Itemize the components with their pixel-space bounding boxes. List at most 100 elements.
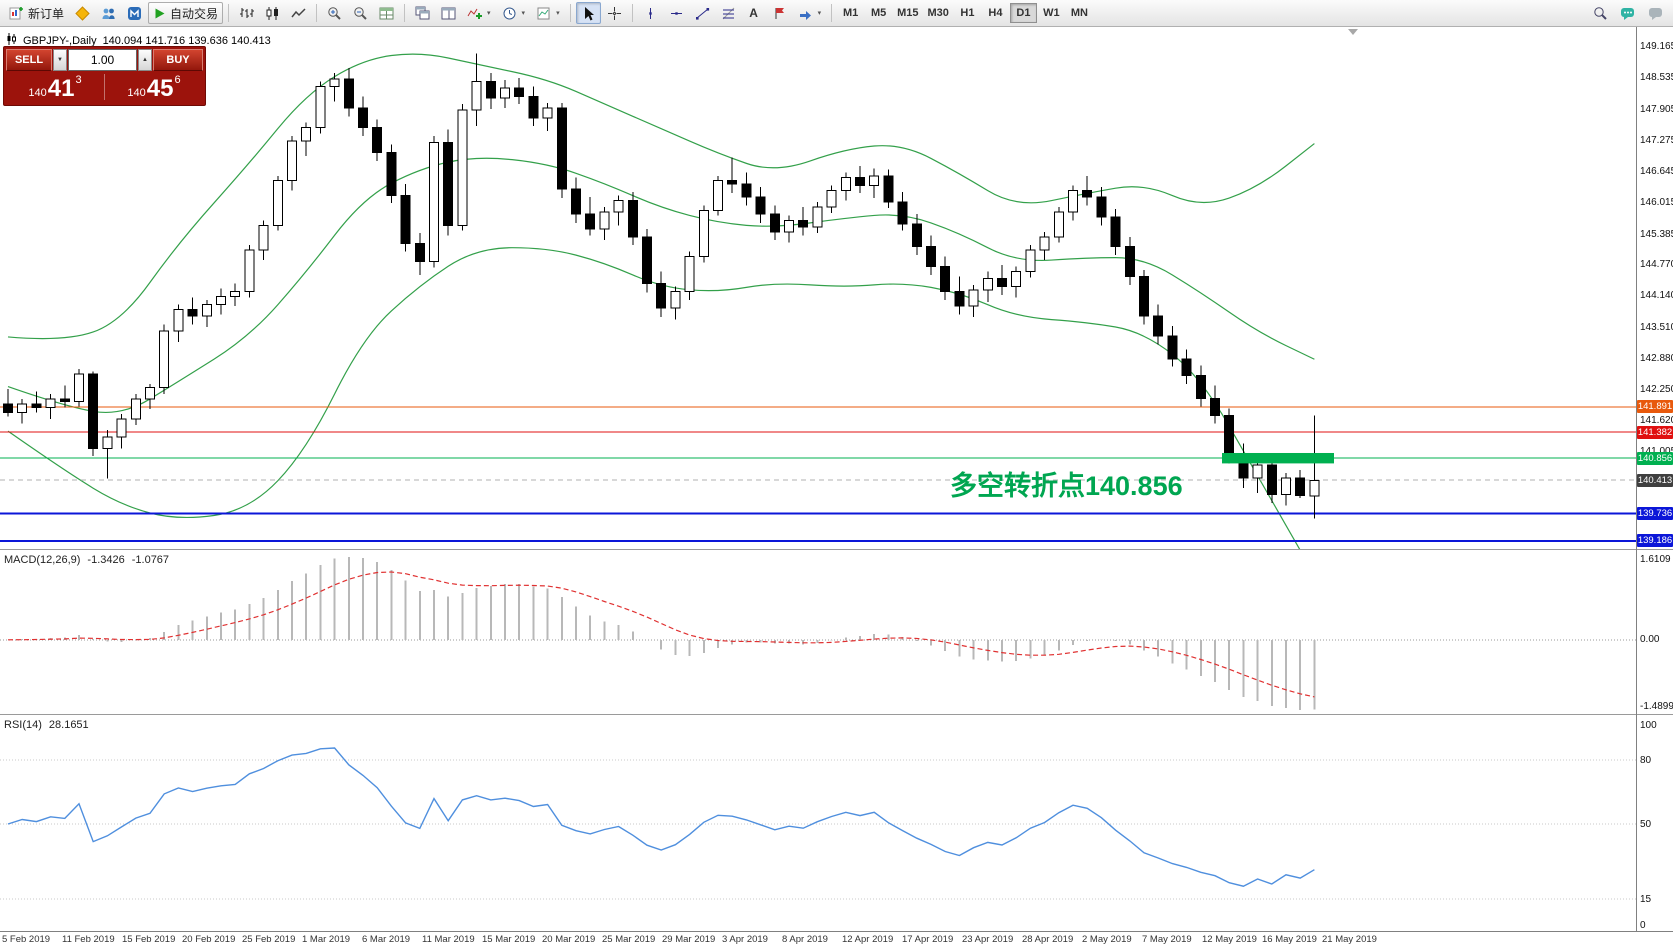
rsi-pane[interactable]	[0, 717, 1636, 931]
text-label-button[interactable]	[767, 2, 792, 24]
vertical-line-icon	[643, 6, 658, 21]
fibonacci-button[interactable]	[716, 2, 741, 24]
cascade-windows-button[interactable]	[410, 2, 435, 24]
volume-up-button[interactable]: ▲	[138, 49, 152, 71]
price-axis-label: 141.620	[1640, 415, 1673, 427]
buy-price-sup: 6	[174, 74, 181, 86]
buy-price-big: 45	[146, 75, 174, 102]
time-axis-label: 16 May 2019	[1262, 934, 1317, 945]
time-axis-label: 12 Apr 2019	[842, 934, 894, 945]
price-axis-label: 148.535	[1640, 72, 1673, 84]
macd-histogram	[21, 556, 1316, 710]
price-axis-label: 145.385	[1640, 228, 1673, 240]
cursor-button[interactable]	[575, 2, 601, 24]
chat-button[interactable]	[1615, 2, 1641, 24]
autotrading-button[interactable]: 自动交易	[148, 2, 224, 24]
arrow-shape-icon	[798, 6, 813, 21]
text-button[interactable]: A	[742, 2, 766, 24]
search-button[interactable]	[1588, 2, 1613, 24]
price-tag-140.856: 140.856	[1637, 451, 1673, 465]
indicators-button[interactable]: ▾	[462, 2, 496, 24]
shapes-button[interactable]: ▾	[793, 2, 827, 24]
zoom-in-icon	[327, 6, 342, 21]
timeframe-h4-button[interactable]: H4	[982, 3, 1009, 23]
timeframe-h1-button[interactable]: H1	[954, 3, 981, 23]
pane-splitter[interactable]	[0, 714, 1673, 717]
price-tag-139.186: 139.186	[1637, 534, 1673, 548]
secondary-chat-button[interactable]	[1643, 2, 1669, 24]
new-order-button[interactable]: 新订单	[4, 2, 69, 24]
volume-down-button[interactable]: ▼	[53, 49, 67, 71]
volume-input[interactable]	[68, 49, 137, 71]
chart-symbol-header: GBPJPY-,Daily 140.094 141.716 139.636 14…	[6, 33, 271, 48]
timeframe-w1-button[interactable]: W1	[1038, 3, 1065, 23]
toolbar-right-group	[1588, 2, 1669, 24]
market-button[interactable]	[70, 2, 95, 24]
time-axis-label: 6 Mar 2019	[362, 934, 411, 945]
timeframe-d1-button[interactable]: D1	[1009, 3, 1037, 23]
candlestick-series[interactable]	[3, 53, 1320, 519]
pane-splitter[interactable]	[0, 549, 1673, 552]
templates-button[interactable]: ▾	[531, 2, 565, 24]
periods-button[interactable]: ▾	[497, 2, 531, 24]
mql5-button[interactable]	[122, 2, 147, 24]
trendline-button[interactable]	[690, 2, 715, 24]
fibonacci-icon	[721, 6, 736, 21]
toolbar-separator	[831, 4, 833, 22]
horizontal-line-button[interactable]	[664, 2, 689, 24]
time-axis: 5 Feb 2019 11 Feb 2019 15 Feb 2019 20 Feb 2…	[0, 932, 1636, 949]
toolbar-separator	[631, 4, 633, 22]
sell-button[interactable]: SELL	[6, 49, 52, 71]
timeframe-m5-button[interactable]: M5	[865, 3, 892, 23]
sell-price-sup: 3	[75, 74, 82, 86]
buy-price[interactable]: 140 45 6	[105, 71, 203, 103]
time-axis-label: 29 Mar 2019	[662, 934, 716, 945]
vertical-line-button[interactable]	[638, 2, 663, 24]
tile-horizontal-button[interactable]	[436, 2, 461, 24]
buy-button[interactable]: BUY	[153, 49, 203, 71]
macd-scale-top: 1.6109	[1640, 554, 1671, 565]
buy-price-prefix: 140	[127, 87, 146, 99]
search-icon	[1593, 6, 1608, 21]
macd-signal-value: -1.0767	[131, 554, 170, 566]
sell-price[interactable]: 140 41 3	[6, 71, 104, 103]
time-axis-label: 20 Feb 2019	[182, 934, 236, 945]
chart-shift-marker-icon[interactable]	[1348, 29, 1358, 35]
timeframe-m30-button[interactable]: M30	[924, 3, 953, 23]
bar-chart-button[interactable]	[234, 2, 259, 24]
time-axis-label: 25 Feb 2019	[242, 934, 296, 945]
time-axis-label: 8 Apr 2019	[782, 934, 828, 945]
time-axis-label: 25 Mar 2019	[602, 934, 656, 945]
macd-pane[interactable]	[0, 552, 1636, 714]
time-axis-label: 1 Mar 2019	[302, 934, 351, 945]
mini-candle-icon	[6, 33, 17, 48]
timeframe-m15-button[interactable]: M15	[893, 3, 922, 23]
chevron-down-icon: ▾	[556, 10, 560, 17]
cursor-icon	[581, 6, 596, 21]
market-diamond-icon	[75, 5, 90, 21]
line-chart-button[interactable]	[286, 2, 311, 24]
template-icon	[536, 6, 551, 21]
time-axis-label: 2 May 2019	[1082, 934, 1132, 945]
zoom-out-button[interactable]	[348, 2, 373, 24]
community-button[interactable]	[96, 2, 121, 24]
tile-windows-button[interactable]	[374, 2, 399, 24]
candlestick-chart-button[interactable]	[260, 2, 285, 24]
main-chart-pane[interactable]	[0, 27, 1636, 549]
macd-signal-line	[7, 571, 1315, 698]
crosshair-icon	[607, 6, 622, 21]
timeframe-m1-button[interactable]: M1	[837, 3, 864, 23]
candlestick-chart-icon	[265, 6, 280, 21]
rsi-line	[7, 747, 1315, 887]
time-axis-label: 21 May 2019	[1322, 934, 1377, 945]
price-axis-label: 142.880	[1640, 352, 1673, 364]
crosshair-button[interactable]	[602, 2, 627, 24]
price-axis: 149.165 148.535 147.905 147.275 146.645 146.0…	[1637, 27, 1673, 931]
symbol-title: GBPJPY-,Daily	[23, 34, 97, 47]
rsi-value: 28.1651	[48, 719, 89, 731]
zoom-in-button[interactable]	[322, 2, 347, 24]
bollinger-middle-band	[7, 157, 1315, 414]
support-highlight-box[interactable]	[1222, 452, 1334, 464]
timeframe-mn-button[interactable]: MN	[1066, 3, 1093, 23]
